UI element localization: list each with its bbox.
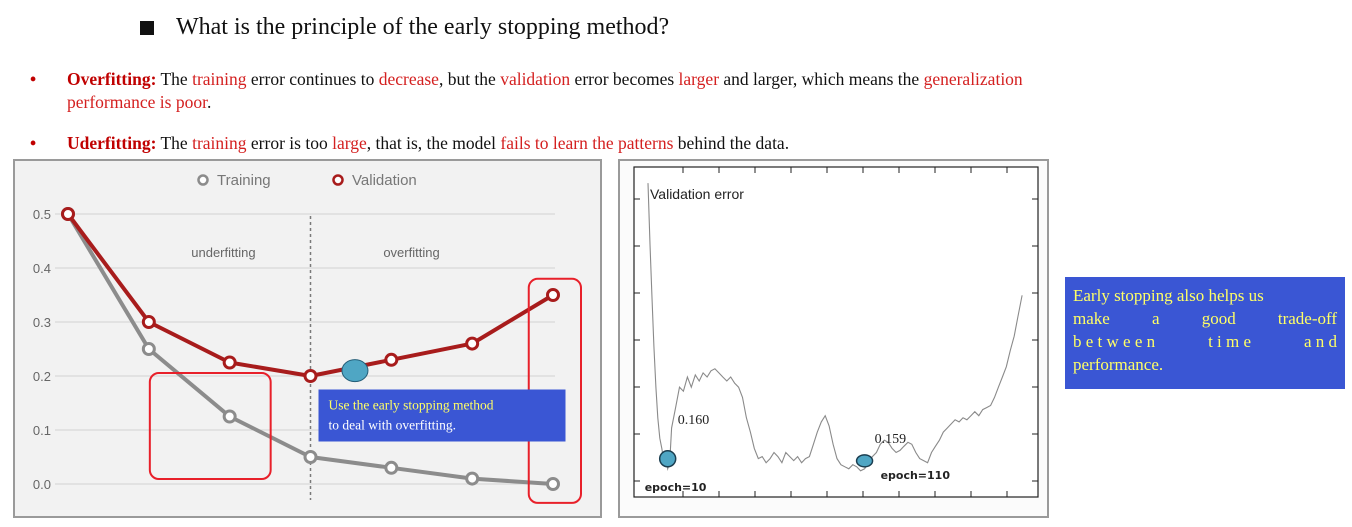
early-stop-marker <box>341 359 369 383</box>
y-tick-label: 0.2 <box>33 369 51 384</box>
early-stopping-note: Early stopping also helps us make a good… <box>1065 277 1345 389</box>
data-point-validation <box>546 288 560 302</box>
note-line-2: make a good trade-off <box>1073 307 1337 330</box>
highlight-run: generalization performance is poor <box>67 69 1023 112</box>
bullet-dot-icon: • <box>30 133 37 153</box>
data-point-training <box>384 460 399 475</box>
data-point-validation <box>465 336 480 351</box>
highlight-run: large <box>332 133 367 153</box>
y-tick-label: 0.0 <box>33 477 51 492</box>
highlight-run: training <box>192 133 247 153</box>
note-word: a n d <box>1303 332 1337 351</box>
underfitting-label: underfitting <box>191 245 255 260</box>
note-word: good <box>1201 309 1236 328</box>
y-tick-label: 0.4 <box>33 261 51 276</box>
text-run: error becomes <box>570 69 679 89</box>
data-point-training <box>141 342 156 356</box>
overfitting-term: Overfitting: <box>67 69 157 89</box>
note-line-4: performance. <box>1073 355 1164 374</box>
bullet-dot-icon: • <box>30 69 37 89</box>
minimum-marker <box>658 450 677 468</box>
legend-marker <box>332 174 344 186</box>
heading-text: What is the principle of the early stopp… <box>176 14 670 40</box>
note-line-3: b e t w e e n t i m e a n d <box>1073 330 1337 353</box>
text-run: . <box>206 92 212 112</box>
overfitting-text: Overfitting: The training error continue… <box>67 68 1027 114</box>
note-word: t i m e <box>1208 332 1252 351</box>
data-point-training <box>546 477 560 491</box>
data-point-validation <box>61 207 75 221</box>
highlight-run: fails to learn the patterns <box>500 133 674 153</box>
square-bullet-icon <box>140 20 154 35</box>
text-run: error is too <box>246 133 333 153</box>
note-line-1: Early stopping also helps us <box>1073 286 1264 305</box>
legend-label: Validation <box>352 172 417 189</box>
note-word: a <box>1151 309 1160 328</box>
epoch-label: epoch=110 <box>881 469 951 482</box>
note-word: make <box>1073 309 1110 328</box>
y-tick-label: 0.3 <box>33 315 51 330</box>
y-tick-label: 0.1 <box>33 423 51 438</box>
data-point-training <box>303 450 318 464</box>
slide-heading: What is the principle of the early stopp… <box>140 14 669 41</box>
text-run: The <box>156 69 193 89</box>
underfitting-term: Uderfitting: <box>67 133 157 153</box>
epoch-label: epoch=10 <box>645 481 707 494</box>
callout-line-2: to deal with overfitting. <box>329 418 456 433</box>
text-run: , but the <box>438 69 501 89</box>
highlight-run: validation <box>500 69 571 89</box>
y-tick-label: 0.5 <box>33 207 51 222</box>
overfitting-label: overfitting <box>383 245 439 260</box>
training-validation-chart: 0.0 0.1 0.2 0.3 0.4 0.5 underfitting overfitt… <box>13 159 602 518</box>
data-point-training <box>222 409 237 424</box>
chart-title: Validation error <box>650 186 744 202</box>
minimum-value-label: 0.159 <box>875 432 907 447</box>
legend-marker <box>197 174 209 186</box>
text-run: , that is, the model <box>366 133 501 153</box>
minimum-value-label: 0.160 <box>678 413 710 428</box>
underfitting-text: Uderfitting: The training error is too l… <box>67 132 1027 155</box>
text-run: and larger, which means the <box>719 69 924 89</box>
data-point-validation <box>141 315 156 329</box>
legend-label: Training <box>217 172 271 189</box>
text-run: behind the data. <box>673 133 790 153</box>
underfitting-highlight-box <box>148 372 272 480</box>
highlight-run: larger <box>678 69 720 89</box>
callout-line-1: Use the early stopping method <box>329 398 494 413</box>
highlight-run: training <box>192 69 247 89</box>
text-run: error continues to <box>246 69 379 89</box>
note-word: trade-off <box>1277 309 1337 328</box>
validation-error-line <box>647 183 1023 472</box>
validation-error-chart: Validation error 0.160 epoch=10 0.159 epoch… <box>618 159 1049 518</box>
data-point-training <box>465 471 480 486</box>
data-point-validation <box>303 369 318 383</box>
highlight-run: decrease <box>378 69 439 89</box>
data-point-validation <box>222 355 237 370</box>
callout-box <box>318 389 566 442</box>
note-word: b e t w e e n <box>1073 332 1156 351</box>
data-point-validation <box>384 352 399 367</box>
minimum-marker <box>855 454 874 468</box>
text-run: The <box>156 133 193 153</box>
plot-area <box>633 166 1039 498</box>
